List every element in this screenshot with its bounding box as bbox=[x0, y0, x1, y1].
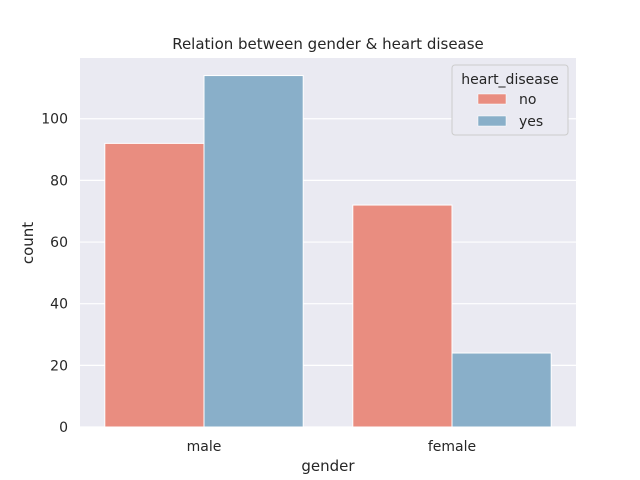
bars bbox=[104, 75, 552, 428]
bar-yes-male bbox=[203, 75, 304, 428]
y-tick-label: 80 bbox=[50, 173, 68, 189]
y-tick-label: 20 bbox=[50, 358, 68, 374]
legend-swatch-yes bbox=[477, 115, 507, 127]
legend-label-yes: yes bbox=[519, 114, 543, 130]
bar-yes-female bbox=[451, 352, 552, 428]
x-tick-label: female bbox=[428, 439, 476, 455]
y-tick-label: 40 bbox=[50, 297, 68, 313]
x-axis-label: gender bbox=[301, 457, 355, 475]
y-axis-label: count bbox=[19, 222, 37, 264]
bar-no-female bbox=[352, 204, 453, 428]
legend-label-no: no bbox=[519, 92, 536, 108]
y-tick-label: 0 bbox=[59, 420, 68, 436]
y-tick-label: 100 bbox=[41, 112, 68, 128]
legend: heart_disease no yes bbox=[451, 64, 569, 136]
y-tick-label: 60 bbox=[50, 235, 68, 251]
x-tick-label: male bbox=[187, 439, 222, 455]
chart-title: Relation between gender & heart disease bbox=[172, 35, 484, 53]
x-tick-labels: male female bbox=[187, 439, 477, 455]
y-tick-labels: 0 20 40 60 80 100 bbox=[41, 112, 68, 436]
legend-swatch-no bbox=[477, 93, 507, 105]
legend-title: heart_disease bbox=[461, 72, 558, 88]
bar-no-male bbox=[104, 142, 205, 428]
